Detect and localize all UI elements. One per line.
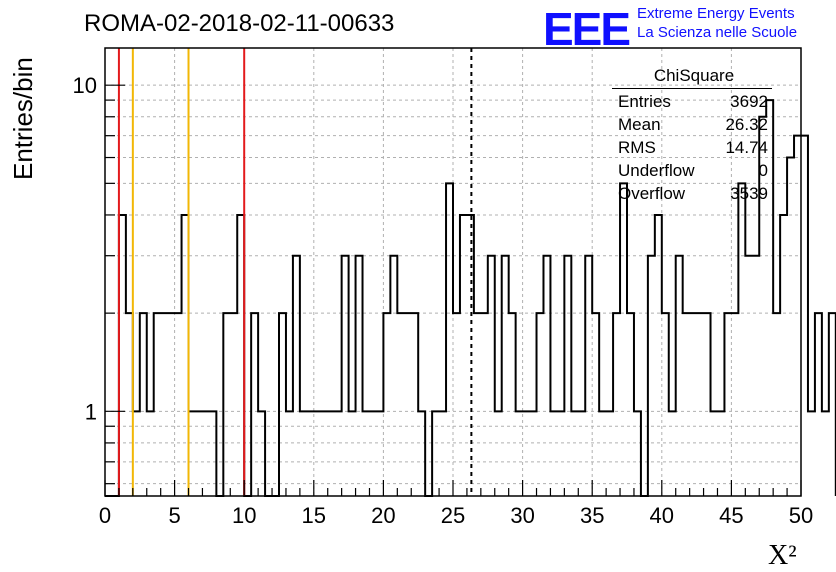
stats-box: ChiSquare Entries 3692 Mean 26.32 RMS 14… (612, 66, 772, 207)
y-tick-label: 1 (85, 399, 97, 424)
x-tick-label: 30 (510, 503, 534, 528)
y-axis-label: Entries/bin (8, 57, 38, 180)
x-tick-label: 10 (232, 503, 256, 528)
stats-value: 3539 (730, 184, 768, 203)
stats-row-overflow: Overflow 3539 (612, 184, 772, 207)
chart-title: ROMA-02-2018-02-11-00633 (84, 10, 395, 37)
stats-value: 26.32 (725, 115, 768, 134)
stats-row-underflow: Underflow 0 (612, 161, 772, 184)
stats-label: Underflow (618, 161, 695, 180)
stats-title: ChiSquare (653, 66, 735, 85)
x-tick-label: 0 (99, 503, 111, 528)
x-axis-label: X² (768, 540, 797, 572)
x-tick-label: 50 (789, 503, 813, 528)
logo-text-line1: Extreme Energy Events (637, 5, 795, 22)
stats-divider (612, 88, 772, 89)
stats-value: 14.74 (725, 138, 768, 157)
x-tick-label: 20 (371, 503, 395, 528)
stats-row-mean: Mean 26.32 (612, 115, 772, 138)
stats-value: 3692 (730, 92, 768, 111)
x-tick-label: 40 (650, 503, 674, 528)
stats-row-entries: Entries 3692 (612, 92, 772, 115)
stats-label: Overflow (618, 184, 686, 203)
stats-row-rms: RMS 14.74 (612, 138, 772, 161)
logo-text-line2: La Scienza nelle Scuole (637, 24, 798, 41)
x-tick-label: 35 (580, 503, 604, 528)
stats-value: 0 (758, 161, 768, 180)
stats-label: Entries (618, 92, 671, 111)
x-tick-label: 45 (719, 503, 743, 528)
x-tick-label: 25 (441, 503, 465, 528)
y-tick-label: 10 (73, 73, 97, 98)
x-tick-label: 15 (302, 503, 326, 528)
eee-logo: EEE (543, 3, 631, 55)
x-tick-label: 5 (168, 503, 180, 528)
histogram-series (105, 99, 836, 497)
x-axis-label-text: X² (768, 540, 797, 571)
stats-label: Mean (618, 115, 661, 134)
stats-label: RMS (618, 138, 656, 157)
